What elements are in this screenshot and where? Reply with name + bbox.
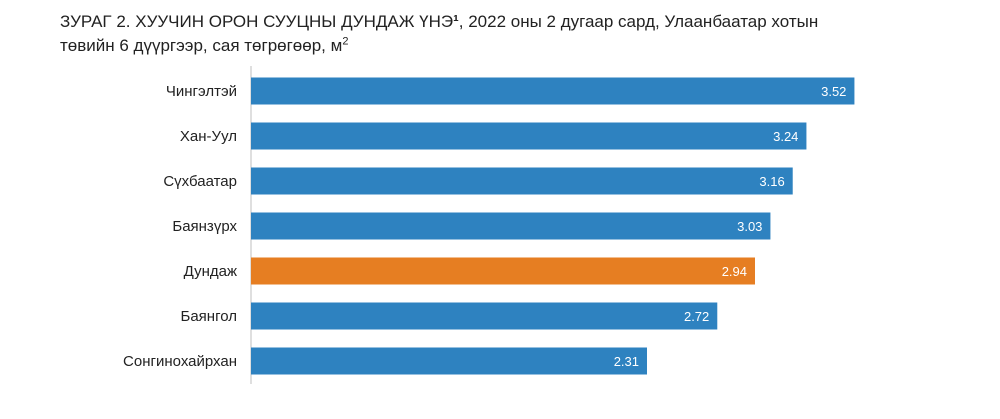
title-unit-superscript: 2 <box>342 35 349 48</box>
category-label: Сонгинохайрхан <box>123 353 237 370</box>
bar-2 <box>251 167 793 195</box>
category-label: Сүхбаатар <box>163 173 237 190</box>
value-label: 2.94 <box>722 264 747 279</box>
title-main: ЗУРАГ 2. ХУУЧИН ОРОН СУУЦНЫ ДУНДАЖ ҮНЭ <box>60 12 454 31</box>
category-label: Хан-Уул <box>180 128 237 145</box>
title-rest-line1: , 2022 оны 2 дугаар сард, Улаанбаатар хо… <box>458 12 819 31</box>
bar-0 <box>251 77 855 105</box>
value-label: 3.16 <box>759 174 784 189</box>
bar-3 <box>251 212 771 240</box>
title-footnote-mark: ¹ <box>453 12 459 31</box>
bar-4 <box>251 257 755 285</box>
value-label: 3.52 <box>821 84 846 99</box>
bar-1 <box>251 122 807 150</box>
value-label: 2.31 <box>614 354 639 369</box>
category-label: Баянзүрх <box>172 218 237 235</box>
category-label: Баянгол <box>181 308 238 325</box>
category-label: Чингэлтэй <box>166 83 237 100</box>
value-label: 3.24 <box>773 129 798 144</box>
value-label: 2.72 <box>684 309 709 324</box>
value-label: 3.03 <box>737 219 762 234</box>
bar-5 <box>251 302 718 330</box>
category-label: Дундаж <box>184 263 237 280</box>
chart-title: ЗУРАГ 2. ХУУЧИН ОРОН СУУЦНЫ ДУНДАЖ ҮНЭ¹,… <box>60 10 990 58</box>
bar-6 <box>251 347 647 375</box>
title-line2: төвийн 6 дүүргээр, сая төгрөгөөр, м <box>60 36 343 55</box>
